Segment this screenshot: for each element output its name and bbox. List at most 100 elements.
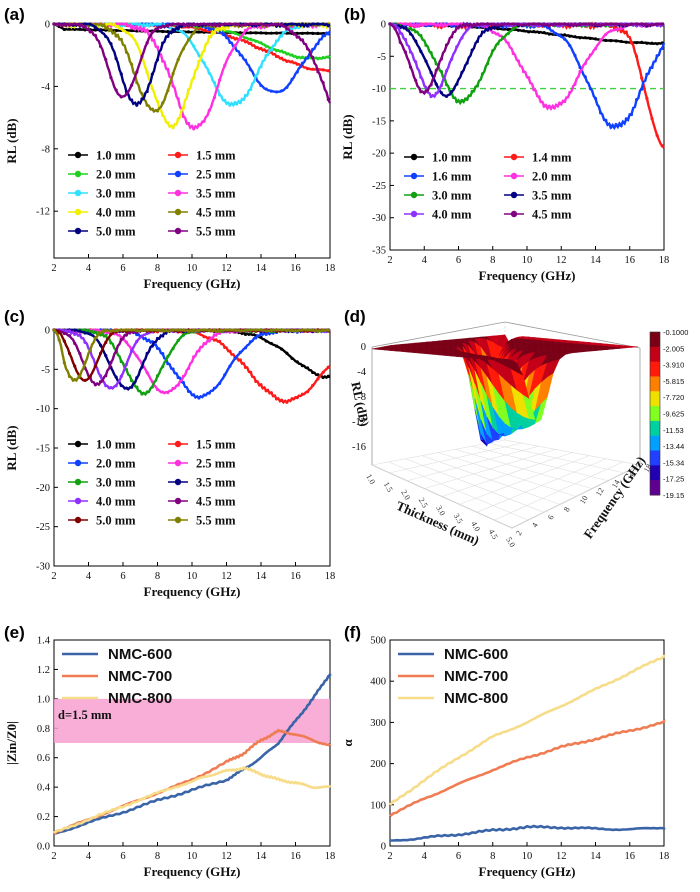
data-point	[547, 24, 551, 28]
data-point	[176, 375, 180, 380]
y-tick-label: 0	[45, 20, 50, 31]
data-point	[414, 39, 418, 43]
data-point	[218, 78, 222, 82]
data-point	[259, 22, 263, 26]
legend-marker	[410, 210, 418, 218]
data-point	[62, 27, 66, 32]
data-point	[311, 328, 315, 332]
data-point	[264, 389, 268, 393]
data-point	[67, 351, 72, 356]
data-point	[640, 22, 644, 26]
data-point	[223, 345, 227, 349]
y-axis-label: |Zin/Z0|	[4, 721, 19, 765]
freq-tick: 6	[546, 513, 556, 521]
data-point	[93, 28, 97, 32]
data-point	[155, 328, 160, 332]
data-point	[516, 59, 521, 63]
data-point	[93, 336, 97, 340]
legend-label: 2.0 mm	[532, 170, 572, 184]
data-point	[243, 22, 248, 26]
chart-c: 2 4 6 8 10 12 14 16 18 0 -5 -10 -15 -20 -25 -30 Frequenc…	[4, 326, 335, 600]
data-point	[583, 22, 587, 26]
data-point	[181, 328, 185, 332]
data-point	[511, 22, 515, 26]
data-point	[542, 30, 546, 35]
legend-marker	[74, 208, 82, 216]
data-point	[114, 56, 118, 61]
series-line-NMC-600	[390, 824, 666, 842]
data-point	[218, 329, 222, 333]
data-point	[264, 53, 268, 57]
x-tick-label: 4	[86, 851, 92, 862]
colorbar-label: -11.53	[663, 426, 684, 435]
data-point	[563, 99, 567, 104]
data-point	[295, 70, 299, 74]
data-point	[233, 43, 237, 48]
data-point	[619, 23, 623, 27]
y-tick-label: 400	[370, 677, 386, 688]
data-point	[254, 336, 258, 340]
data-point	[521, 23, 526, 27]
series-line-35mm	[54, 21, 330, 131]
data-point	[650, 23, 654, 27]
data-point	[73, 332, 77, 336]
data-point	[109, 385, 113, 390]
data-point	[176, 117, 180, 121]
colorbar-label: -3.910	[663, 361, 684, 370]
y-tick-label: -20	[372, 149, 386, 160]
data-point	[311, 31, 315, 35]
data-point	[300, 392, 304, 396]
z-tick-label: -8	[357, 392, 366, 403]
data-point	[568, 23, 572, 28]
legend-label: 5.5 mm	[196, 225, 236, 239]
data-point	[578, 36, 582, 40]
legend-marker	[74, 189, 82, 197]
data-point	[197, 53, 201, 57]
data-point	[619, 39, 623, 44]
data-point	[470, 24, 474, 28]
x-tick-label: 16	[625, 851, 636, 862]
data-point	[403, 50, 408, 54]
data-point	[624, 117, 628, 121]
data-point	[181, 374, 185, 378]
data-point	[155, 58, 160, 62]
series-line-40mm	[54, 21, 332, 130]
colorbar-frame	[649, 331, 661, 496]
data-point	[511, 26, 515, 31]
data-point	[316, 377, 320, 381]
data-point	[166, 24, 170, 28]
data-point	[650, 116, 654, 121]
data-point	[444, 23, 449, 28]
data-point	[491, 49, 495, 53]
data-point	[264, 332, 268, 336]
data-point	[439, 57, 443, 61]
data-point	[114, 349, 118, 354]
data-point	[155, 99, 160, 104]
data-point	[119, 359, 123, 364]
data-point	[202, 49, 206, 53]
data-point	[501, 35, 505, 39]
data-point	[249, 22, 253, 26]
data-point	[403, 22, 408, 26]
y-tick-label: 0.2	[37, 812, 50, 823]
data-point	[228, 52, 232, 56]
data-point	[130, 385, 134, 389]
data-point	[130, 34, 134, 38]
data-point	[161, 101, 165, 105]
x-tick-label: 8	[155, 263, 160, 274]
data-point	[104, 353, 108, 358]
colorbar-label: -13.44	[663, 442, 684, 451]
data-point	[414, 78, 418, 83]
data-point	[104, 340, 108, 345]
data-point	[171, 28, 175, 32]
legend-marker	[174, 227, 182, 235]
data-point	[660, 144, 664, 148]
x-axis-label: Frequency (GHz)	[479, 268, 576, 283]
colorbar-swatch	[650, 361, 660, 377]
y-tick-label: -15	[372, 116, 386, 127]
floor-grid	[455, 449, 593, 489]
data-point	[311, 22, 315, 26]
data-point	[109, 27, 113, 32]
data-point	[285, 52, 289, 56]
y-tick-label: 0	[45, 326, 50, 337]
